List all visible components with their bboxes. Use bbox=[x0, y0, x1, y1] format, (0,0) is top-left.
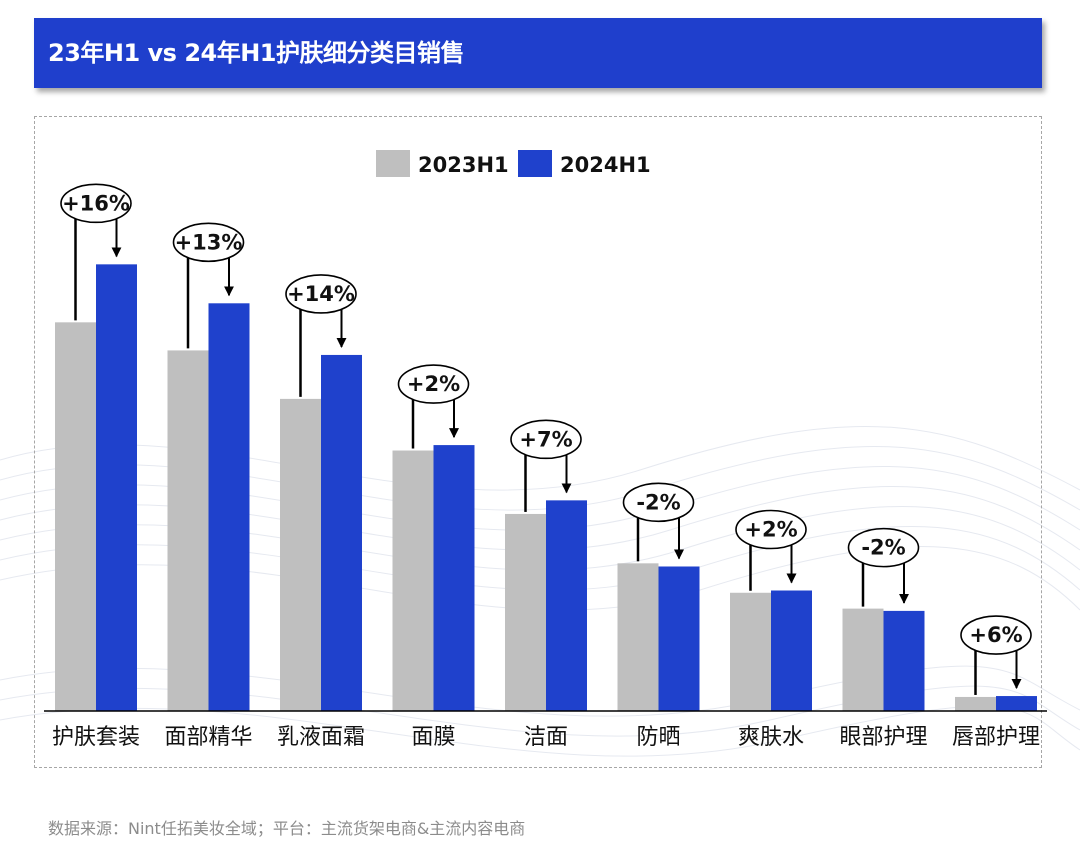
bar-2023h1 bbox=[505, 513, 546, 711]
bar-2024h1 bbox=[771, 590, 812, 711]
bar-2024h1 bbox=[996, 696, 1037, 711]
change-label: +14% bbox=[287, 282, 355, 306]
category-label: 面膜 bbox=[411, 725, 455, 750]
category-label: 乳液面霜 bbox=[277, 725, 365, 750]
legend-swatch-2024h1 bbox=[518, 150, 552, 177]
bar-2024h1 bbox=[546, 500, 587, 711]
bar-2023h1 bbox=[55, 322, 96, 711]
category-label: 面部精华 bbox=[164, 725, 252, 750]
bar-2024h1 bbox=[208, 303, 250, 711]
bar-2023h1 bbox=[842, 608, 884, 711]
change-bubble bbox=[510, 419, 582, 460]
change-label: +7% bbox=[519, 427, 572, 451]
bar-2023h1 bbox=[955, 696, 996, 711]
bar-2023h1 bbox=[730, 592, 771, 711]
page-title: 23年H1 vs 24年H1护肤细分类目销售 bbox=[48, 39, 465, 67]
change-label: +2% bbox=[407, 372, 460, 396]
change-label: -2% bbox=[636, 490, 680, 514]
category-label: 防晒 bbox=[636, 725, 680, 750]
change-label: +2% bbox=[744, 518, 797, 542]
category-label: 爽肤水 bbox=[738, 725, 804, 750]
legend-label-2024h1: 2024H1 bbox=[560, 153, 651, 177]
legend-swatch-2023h1 bbox=[376, 150, 410, 177]
bar-2024h1 bbox=[433, 445, 475, 711]
category-label: 护肤套装 bbox=[52, 725, 140, 750]
change-bubble bbox=[847, 527, 920, 568]
source-note: 数据来源：Nint任拓美妆全域；平台：主流货架电商&主流内容电商 bbox=[48, 819, 526, 838]
change-label: +6% bbox=[969, 623, 1022, 647]
chart-frame bbox=[34, 116, 1042, 768]
legend-label-2023h1: 2023H1 bbox=[418, 153, 509, 177]
change-bubble bbox=[735, 509, 807, 550]
bar-2023h1 bbox=[280, 398, 321, 711]
change-label: -2% bbox=[861, 536, 905, 560]
title-bar: 23年H1 vs 24年H1护肤细分类目销售 bbox=[34, 18, 1042, 88]
change-label: +16% bbox=[62, 191, 130, 215]
change-bubble bbox=[285, 274, 357, 314]
change-bubble bbox=[172, 222, 245, 263]
bar-2023h1 bbox=[167, 350, 209, 711]
bar-2024h1 bbox=[321, 354, 362, 711]
change-label: +13% bbox=[175, 230, 243, 254]
change-bubble bbox=[622, 482, 695, 523]
bar-2023h1 bbox=[392, 450, 434, 711]
category-label: 洁面 bbox=[524, 725, 568, 750]
category-label: 眼部护理 bbox=[839, 725, 927, 750]
bar-2024h1 bbox=[658, 566, 700, 711]
bar-2023h1 bbox=[617, 563, 659, 711]
change-bubble bbox=[397, 364, 470, 404]
change-bubble bbox=[960, 615, 1032, 655]
category-label: 唇部护理 bbox=[952, 725, 1040, 750]
bar-2024h1 bbox=[883, 610, 925, 711]
change-bubble bbox=[60, 183, 132, 224]
bar-2024h1 bbox=[96, 264, 137, 711]
